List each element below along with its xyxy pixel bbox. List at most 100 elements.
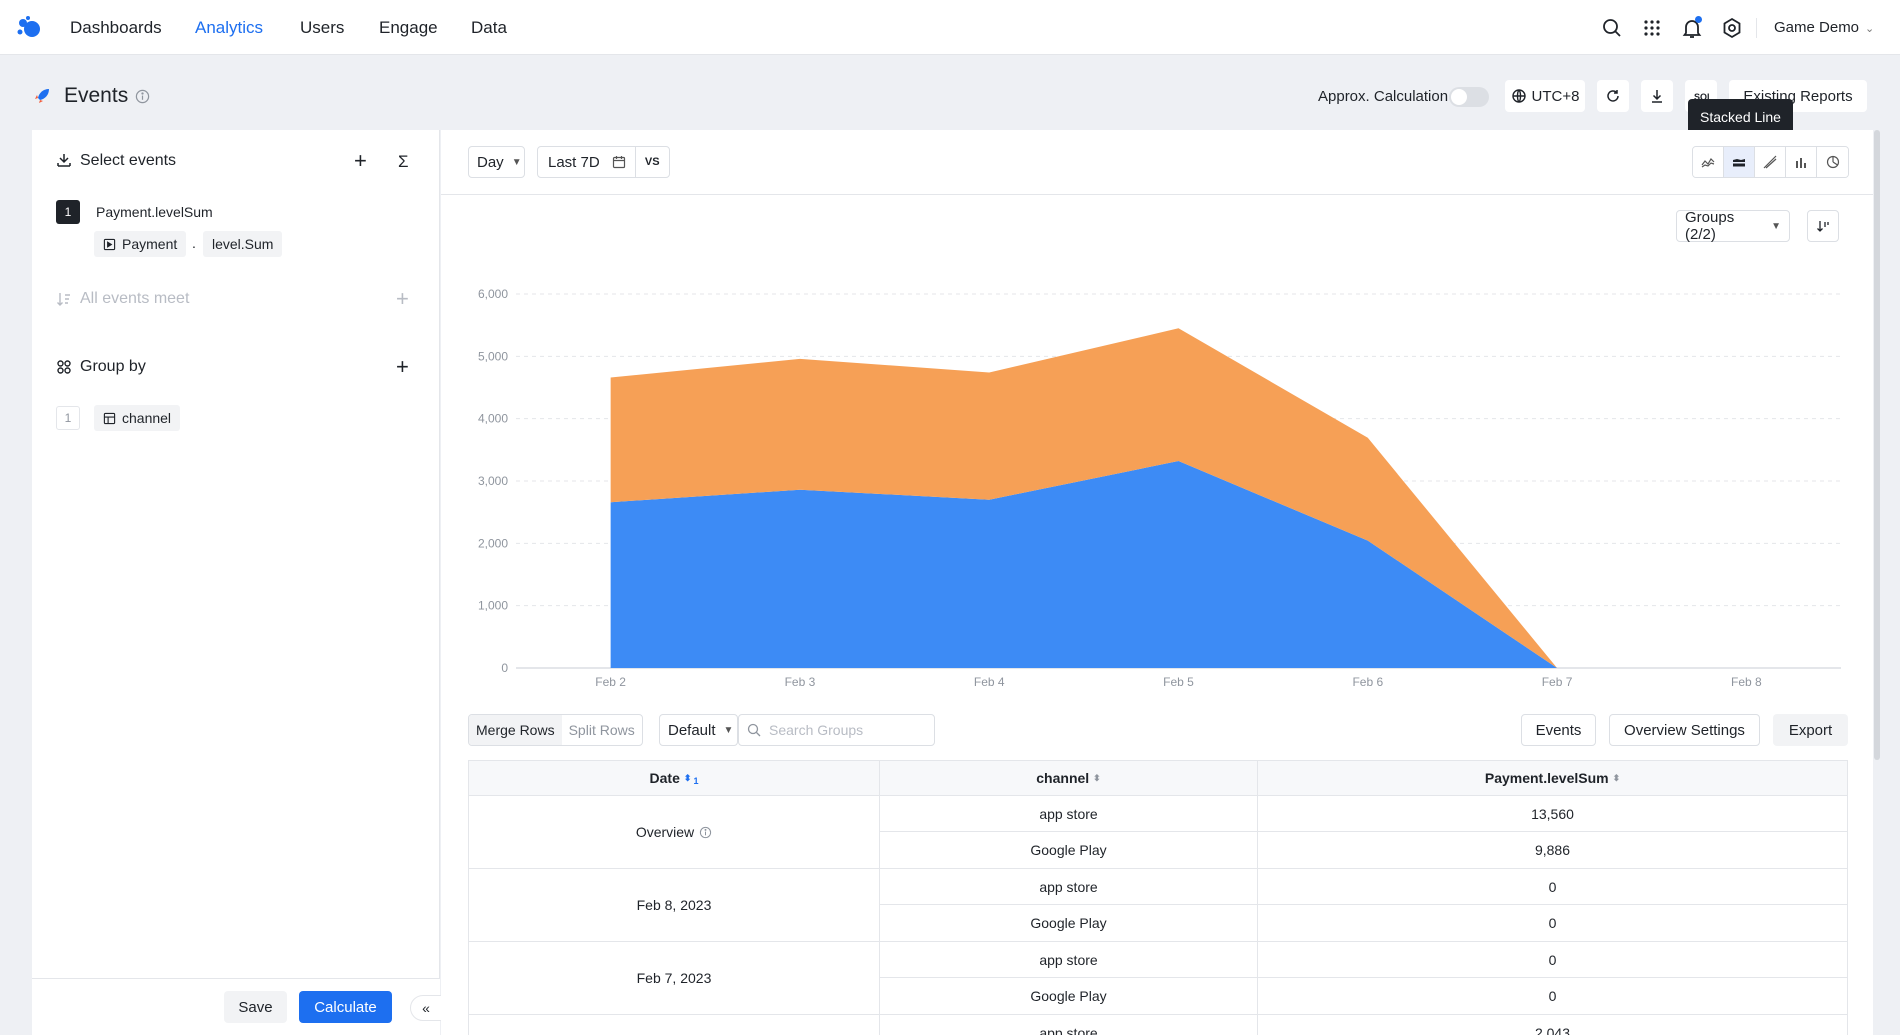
add-filter-plus-icon[interactable]: + — [396, 286, 409, 311]
nav-analytics[interactable]: Analytics — [195, 18, 264, 37]
table-row: Google Play 0 — [880, 905, 1847, 941]
stacked-line-icon — [1733, 159, 1745, 167]
add-group-plus-icon[interactable]: + — [396, 354, 409, 379]
table-row: Google Play 9,886 — [880, 832, 1847, 868]
group-chip[interactable]: channel — [94, 405, 181, 431]
table-date-cell: Feb 7, 2023 — [469, 942, 880, 1014]
x-tick-label: Feb 8 — [1731, 675, 1762, 689]
table-row-group: Feb 8, 2023 app store 0 Google Play 0 — [469, 869, 1847, 942]
search-icon[interactable] — [1600, 16, 1624, 40]
refresh-button[interactable] — [1597, 80, 1629, 112]
bar-chart-icon — [1796, 158, 1806, 168]
split-rows-button[interactable]: Split Rows — [568, 722, 635, 738]
groups-select[interactable]: Groups (2/2) ▼ — [1676, 209, 1790, 243]
search-groups-input[interactable]: Search Groups — [738, 714, 935, 746]
query-footer: Save Calculate — [32, 978, 440, 1035]
event-name[interactable]: Payment.levelSum — [96, 204, 213, 220]
app-logo-icon[interactable] — [14, 14, 44, 42]
table-header: Date ⬍ 1 channel ⬍ Payment.levelSum ⬍ — [469, 761, 1847, 796]
download-icon — [1652, 90, 1662, 103]
approx-calculation-label: Approx. Calculation — [1318, 88, 1449, 105]
sort-caret-icon[interactable]: ⬍ — [1093, 772, 1101, 783]
calculate-button[interactable]: Calculate — [299, 991, 392, 1023]
nav-engage[interactable]: Engage — [379, 18, 438, 37]
stacked-line-chart-type-button[interactable] — [1724, 147, 1755, 177]
channel-cell: app store — [880, 1015, 1258, 1035]
merge-rows-button[interactable]: Merge Rows — [469, 715, 562, 745]
value-cell: 0 — [1548, 951, 1557, 968]
date-header-label: Date — [649, 770, 680, 786]
info-icon[interactable] — [699, 826, 712, 839]
nav-dashboards[interactable]: Dashboards — [70, 18, 162, 37]
y-tick-label: 2,000 — [478, 536, 508, 550]
search-groups-placeholder: Search Groups — [769, 722, 864, 738]
table-date-cell: Overview — [469, 796, 880, 868]
select-events-icon — [57, 154, 71, 167]
nav-data[interactable]: Data — [471, 18, 507, 37]
sort-order-button[interactable] — [1807, 210, 1839, 242]
approx-calculation-toggle[interactable] — [1449, 87, 1489, 107]
compare-vs-button[interactable]: VS — [634, 147, 669, 177]
rocket-icon — [35, 89, 49, 103]
value-cell: 0 — [1548, 915, 1557, 931]
download-button[interactable] — [1641, 80, 1673, 112]
bar-chart-type-button[interactable] — [1786, 147, 1817, 177]
date-range-value: Last 7D — [548, 153, 600, 171]
apps-grid-icon[interactable] — [1640, 16, 1664, 40]
chevron-down-icon: ▼ — [1771, 220, 1781, 232]
table-default-select[interactable]: Default ▼ — [659, 714, 738, 746]
event-chip[interactable]: Payment — [94, 231, 187, 257]
bell-icon[interactable] — [1680, 16, 1704, 40]
date-range-picker[interactable]: Last 7D VS — [537, 146, 670, 178]
export-button[interactable]: Export — [1773, 714, 1848, 746]
cumulative-chart-type-button[interactable] — [1755, 147, 1786, 177]
page-scrollbar[interactable] — [1874, 130, 1880, 760]
metric-header-label: Payment.levelSum — [1484, 770, 1609, 786]
value-cell: 2,043 — [1534, 1025, 1571, 1035]
y-tick-label: 3,000 — [478, 474, 508, 488]
table-default-value: Default — [668, 721, 716, 739]
timezone-button[interactable]: UTC+8 — [1505, 80, 1585, 112]
x-tick-label: Feb 4 — [974, 675, 1005, 689]
channel-cell: Google Play — [880, 905, 1258, 941]
overview-settings-button[interactable]: Overview Settings — [1609, 714, 1760, 746]
stacked-area-chart: 0 1,000 2,000 3,000 4,000 5,000 6,000 Feb 2 Feb … — [478, 287, 1841, 689]
table-row-group: Feb 7, 2023 app store 0 Google Play 0 — [469, 942, 1847, 1015]
x-tick-label: Feb 6 — [1352, 675, 1383, 689]
metric-chip[interactable]: level.Sum — [203, 231, 283, 257]
pie-chart-icon — [1826, 155, 1839, 169]
column-header-metric[interactable]: Payment.levelSum ⬍ — [1258, 761, 1847, 795]
channel-cell: Google Play — [880, 978, 1258, 1014]
row-mode-switch: Merge Rows Split Rows — [468, 714, 643, 746]
property-table-icon — [103, 412, 116, 424]
table-date-cell: Feb 8, 2023 — [469, 869, 880, 941]
column-header-channel[interactable]: channel ⬍ — [880, 761, 1258, 795]
chevron-down-icon: ⌄ — [1865, 23, 1875, 35]
collapse-panel-button[interactable]: « — [410, 995, 442, 1021]
top-nav: Dashboards Analytics Users Engage Data G… — [0, 0, 1900, 55]
group-by-icon — [57, 360, 71, 374]
column-header-date[interactable]: Date ⬍ 1 — [469, 761, 880, 795]
project-name: Game Demo — [1774, 19, 1860, 36]
events-button[interactable]: Events — [1521, 714, 1596, 746]
info-icon[interactable] — [135, 89, 150, 104]
results-panel: Day ▼ Last 7D VS Groups (2/2) ▼ — [441, 130, 1873, 1035]
pie-chart-type-button[interactable] — [1817, 147, 1848, 177]
formula-sigma-icon[interactable]: Σ — [398, 152, 409, 171]
filter-sort-icon — [57, 293, 70, 306]
value-cell: 13,560 — [1531, 805, 1574, 822]
event-chip-label: Payment — [122, 236, 178, 252]
granularity-select[interactable]: Day ▼ — [468, 146, 525, 178]
sort-caret-icon[interactable]: ⬍ — [683, 772, 692, 783]
chevron-down-icon: ▼ — [723, 724, 734, 736]
x-tick-label: Feb 3 — [785, 675, 816, 689]
line-chart-type-button[interactable] — [1693, 147, 1724, 177]
sort-caret-icon[interactable]: ⬍ — [1612, 772, 1621, 783]
all-events-meet-label[interactable]: All events meet — [80, 290, 190, 307]
save-button[interactable]: Save — [224, 991, 287, 1023]
table-row: app store 2,043 — [880, 1015, 1847, 1035]
project-selector[interactable]: Game Demo ⌄ — [1774, 19, 1874, 36]
add-event-plus-icon[interactable]: + — [354, 148, 367, 173]
nav-users[interactable]: Users — [300, 18, 345, 37]
settings-gear-icon[interactable] — [1720, 16, 1744, 40]
